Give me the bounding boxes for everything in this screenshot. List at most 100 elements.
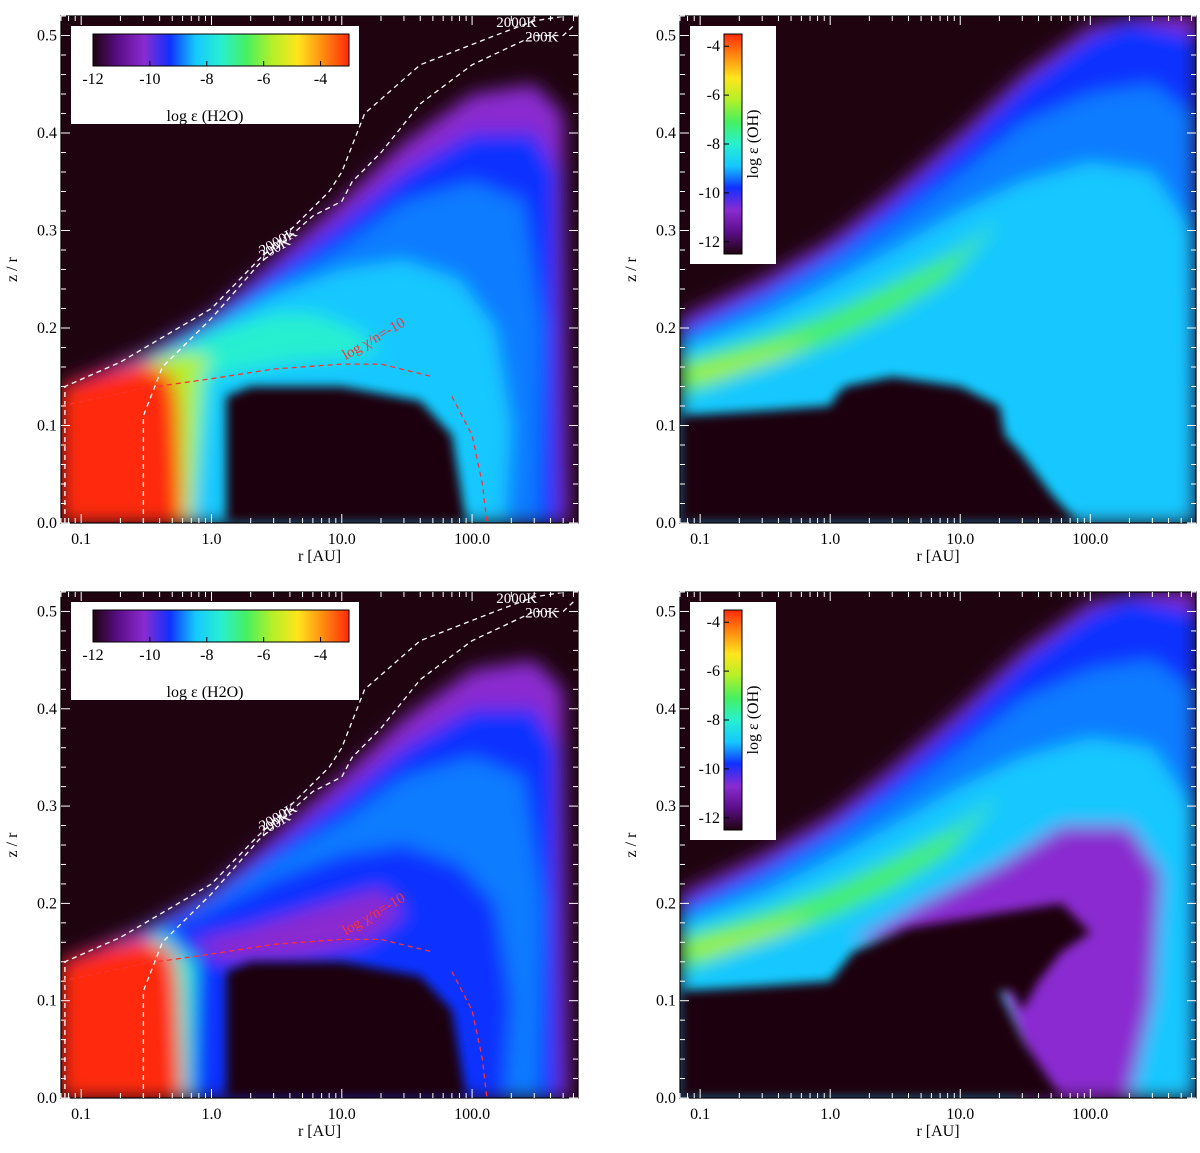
- y-tick-label: 0.5: [656, 603, 676, 620]
- y-axis-label: z / r: [4, 832, 21, 858]
- abundance-field: [680, 592, 1196, 1098]
- y-tick-label: 0.2: [37, 320, 57, 337]
- colorbar-tick-label: -12: [699, 810, 720, 827]
- y-tick-label: 0.3: [656, 798, 676, 815]
- y-tick-label: 0.2: [656, 320, 676, 337]
- contour-2000k: [64, 592, 566, 1098]
- y-tick-label: 0.1: [37, 993, 57, 1010]
- contour-label: 2000K: [496, 15, 537, 31]
- y-tick-label: 0.5: [37, 28, 57, 45]
- colorbar-tick-label: -8: [200, 71, 213, 88]
- y-axis-label: z / r: [4, 256, 21, 282]
- abundance-region: [680, 337, 818, 382]
- colorbar-tick-label: -6: [257, 647, 270, 664]
- contour-line: [451, 396, 488, 523]
- colorbar-title: log ε (OH): [745, 686, 762, 755]
- x-axis-label: r [AU]: [298, 1123, 341, 1140]
- y-tick-label: 0.4: [656, 125, 676, 142]
- colorbar-tick-label: -12: [82, 647, 103, 664]
- low-abundance-region: [226, 961, 467, 1098]
- y-tick-label: 0.1: [656, 418, 676, 435]
- colorbar-tick-label: -4: [707, 614, 720, 631]
- x-tick-label: 0.1: [71, 531, 91, 548]
- y-tick-label: 0.1: [37, 418, 57, 435]
- x-tick-label: 0.1: [71, 1106, 91, 1123]
- y-tick-label: 0.3: [37, 223, 57, 240]
- colorbar-tick-label: -10: [699, 761, 720, 778]
- y-tick-label: 0.5: [656, 28, 676, 45]
- contour-line: [451, 971, 488, 1098]
- panel-4-oh: 0.1 1.0 10.0 100.0 r [AU] 0.0 0.1 0.2 0.3 0.4 0.5 z…: [623, 591, 1197, 1140]
- abundance-field: [680, 16, 1196, 523]
- y-tick-label: 0.0: [37, 1090, 57, 1107]
- contour-label: 200K: [525, 605, 559, 621]
- abundance-region: [680, 913, 818, 957]
- colorbar-tick-label: -6: [707, 663, 720, 680]
- y-tick-label: 0.0: [656, 515, 676, 532]
- colorbar-oh: -4 -6 -8 -10 -12 log ε (OH): [690, 26, 776, 264]
- y-tick-label: 0.5: [37, 603, 57, 620]
- colorbar-tick-label: -4: [314, 71, 327, 88]
- y-tick-label: 0.3: [37, 798, 57, 815]
- contour-2000k: [64, 16, 566, 523]
- contour-200k: [142, 601, 574, 1098]
- y-tick-label: 0.2: [656, 895, 676, 912]
- abundance-region: [680, 220, 1000, 397]
- abundance-region: [61, 362, 183, 523]
- colorbar-tick-label: -8: [707, 712, 720, 729]
- abundance-region: [680, 796, 1000, 972]
- x-tick-label: 100.0: [1072, 531, 1108, 548]
- y-tick-label: 0.0: [37, 515, 57, 532]
- y-tick-label: 0.4: [37, 125, 57, 142]
- colorbar-gradient: [92, 33, 350, 67]
- colorbar-tick-label: -10: [699, 185, 720, 202]
- y-tick-label: 0.0: [656, 1090, 676, 1107]
- low-abundance-region: [680, 376, 1078, 523]
- contour-log-n-10: [61, 363, 434, 407]
- colorbar-tick-label: -12: [699, 234, 720, 251]
- y-axis-label: z / r: [623, 832, 640, 858]
- colorbar-gradient: [92, 609, 350, 643]
- x-tick-label: 100.0: [1072, 1106, 1108, 1123]
- colorbar-tick-label: -4: [707, 38, 720, 55]
- contour-log-n-10: [61, 938, 434, 982]
- x-tick-label: 1.0: [820, 531, 840, 548]
- y-tick-label: 0.4: [656, 701, 676, 718]
- low-abundance-region: [226, 386, 467, 523]
- x-tick-label: 100.0: [454, 531, 490, 548]
- x-tick-label: 0.1: [690, 1106, 710, 1123]
- colorbar-tick-label: -6: [257, 71, 270, 88]
- x-axis-label: r [AU]: [916, 548, 959, 565]
- colorbar-tick-label: -12: [82, 71, 103, 88]
- colorbar-title: log ε (H2O): [167, 108, 244, 125]
- colorbar-oh: -4 -6 -8 -10 -12 log ε (OH): [690, 602, 776, 840]
- x-tick-label: 1.0: [201, 1106, 221, 1123]
- panel-2-oh: 0.1 1.0 10.0 100.0 r [AU] 0.0 0.1 0.2 0.3 0.4 0.5 z…: [623, 15, 1197, 565]
- colorbar-h2o: -12 -10 -8 -6 -4 log ε (H2O): [71, 26, 359, 125]
- contour-label: 2000K: [496, 591, 537, 607]
- x-tick-label: 10.0: [946, 531, 974, 548]
- x-axis-label: r [AU]: [298, 548, 341, 565]
- y-tick-label: 0.2: [37, 895, 57, 912]
- colorbar-tick-label: -8: [200, 647, 213, 664]
- colorbar-tick-label: -6: [707, 87, 720, 104]
- contour-200k: [142, 25, 574, 523]
- x-axis-label: r [AU]: [916, 1123, 959, 1140]
- colorbar-title: log ε (OH): [745, 110, 762, 179]
- x-tick-label: 0.1: [690, 531, 710, 548]
- abundance-region: [191, 888, 404, 962]
- x-tick-label: 1.0: [820, 1106, 840, 1123]
- x-tick-label: 1.0: [201, 531, 221, 548]
- colorbar-title: log ε (H2O): [167, 684, 244, 701]
- contour-label: 200K: [525, 30, 559, 46]
- colorbar-tick-label: -4: [314, 647, 327, 664]
- y-tick-label: 0.4: [37, 701, 57, 718]
- x-tick-label: 10.0: [328, 531, 356, 548]
- x-tick-label: 100.0: [454, 1106, 490, 1123]
- abundance-region: [61, 937, 183, 1098]
- y-tick-label: 0.1: [656, 993, 676, 1010]
